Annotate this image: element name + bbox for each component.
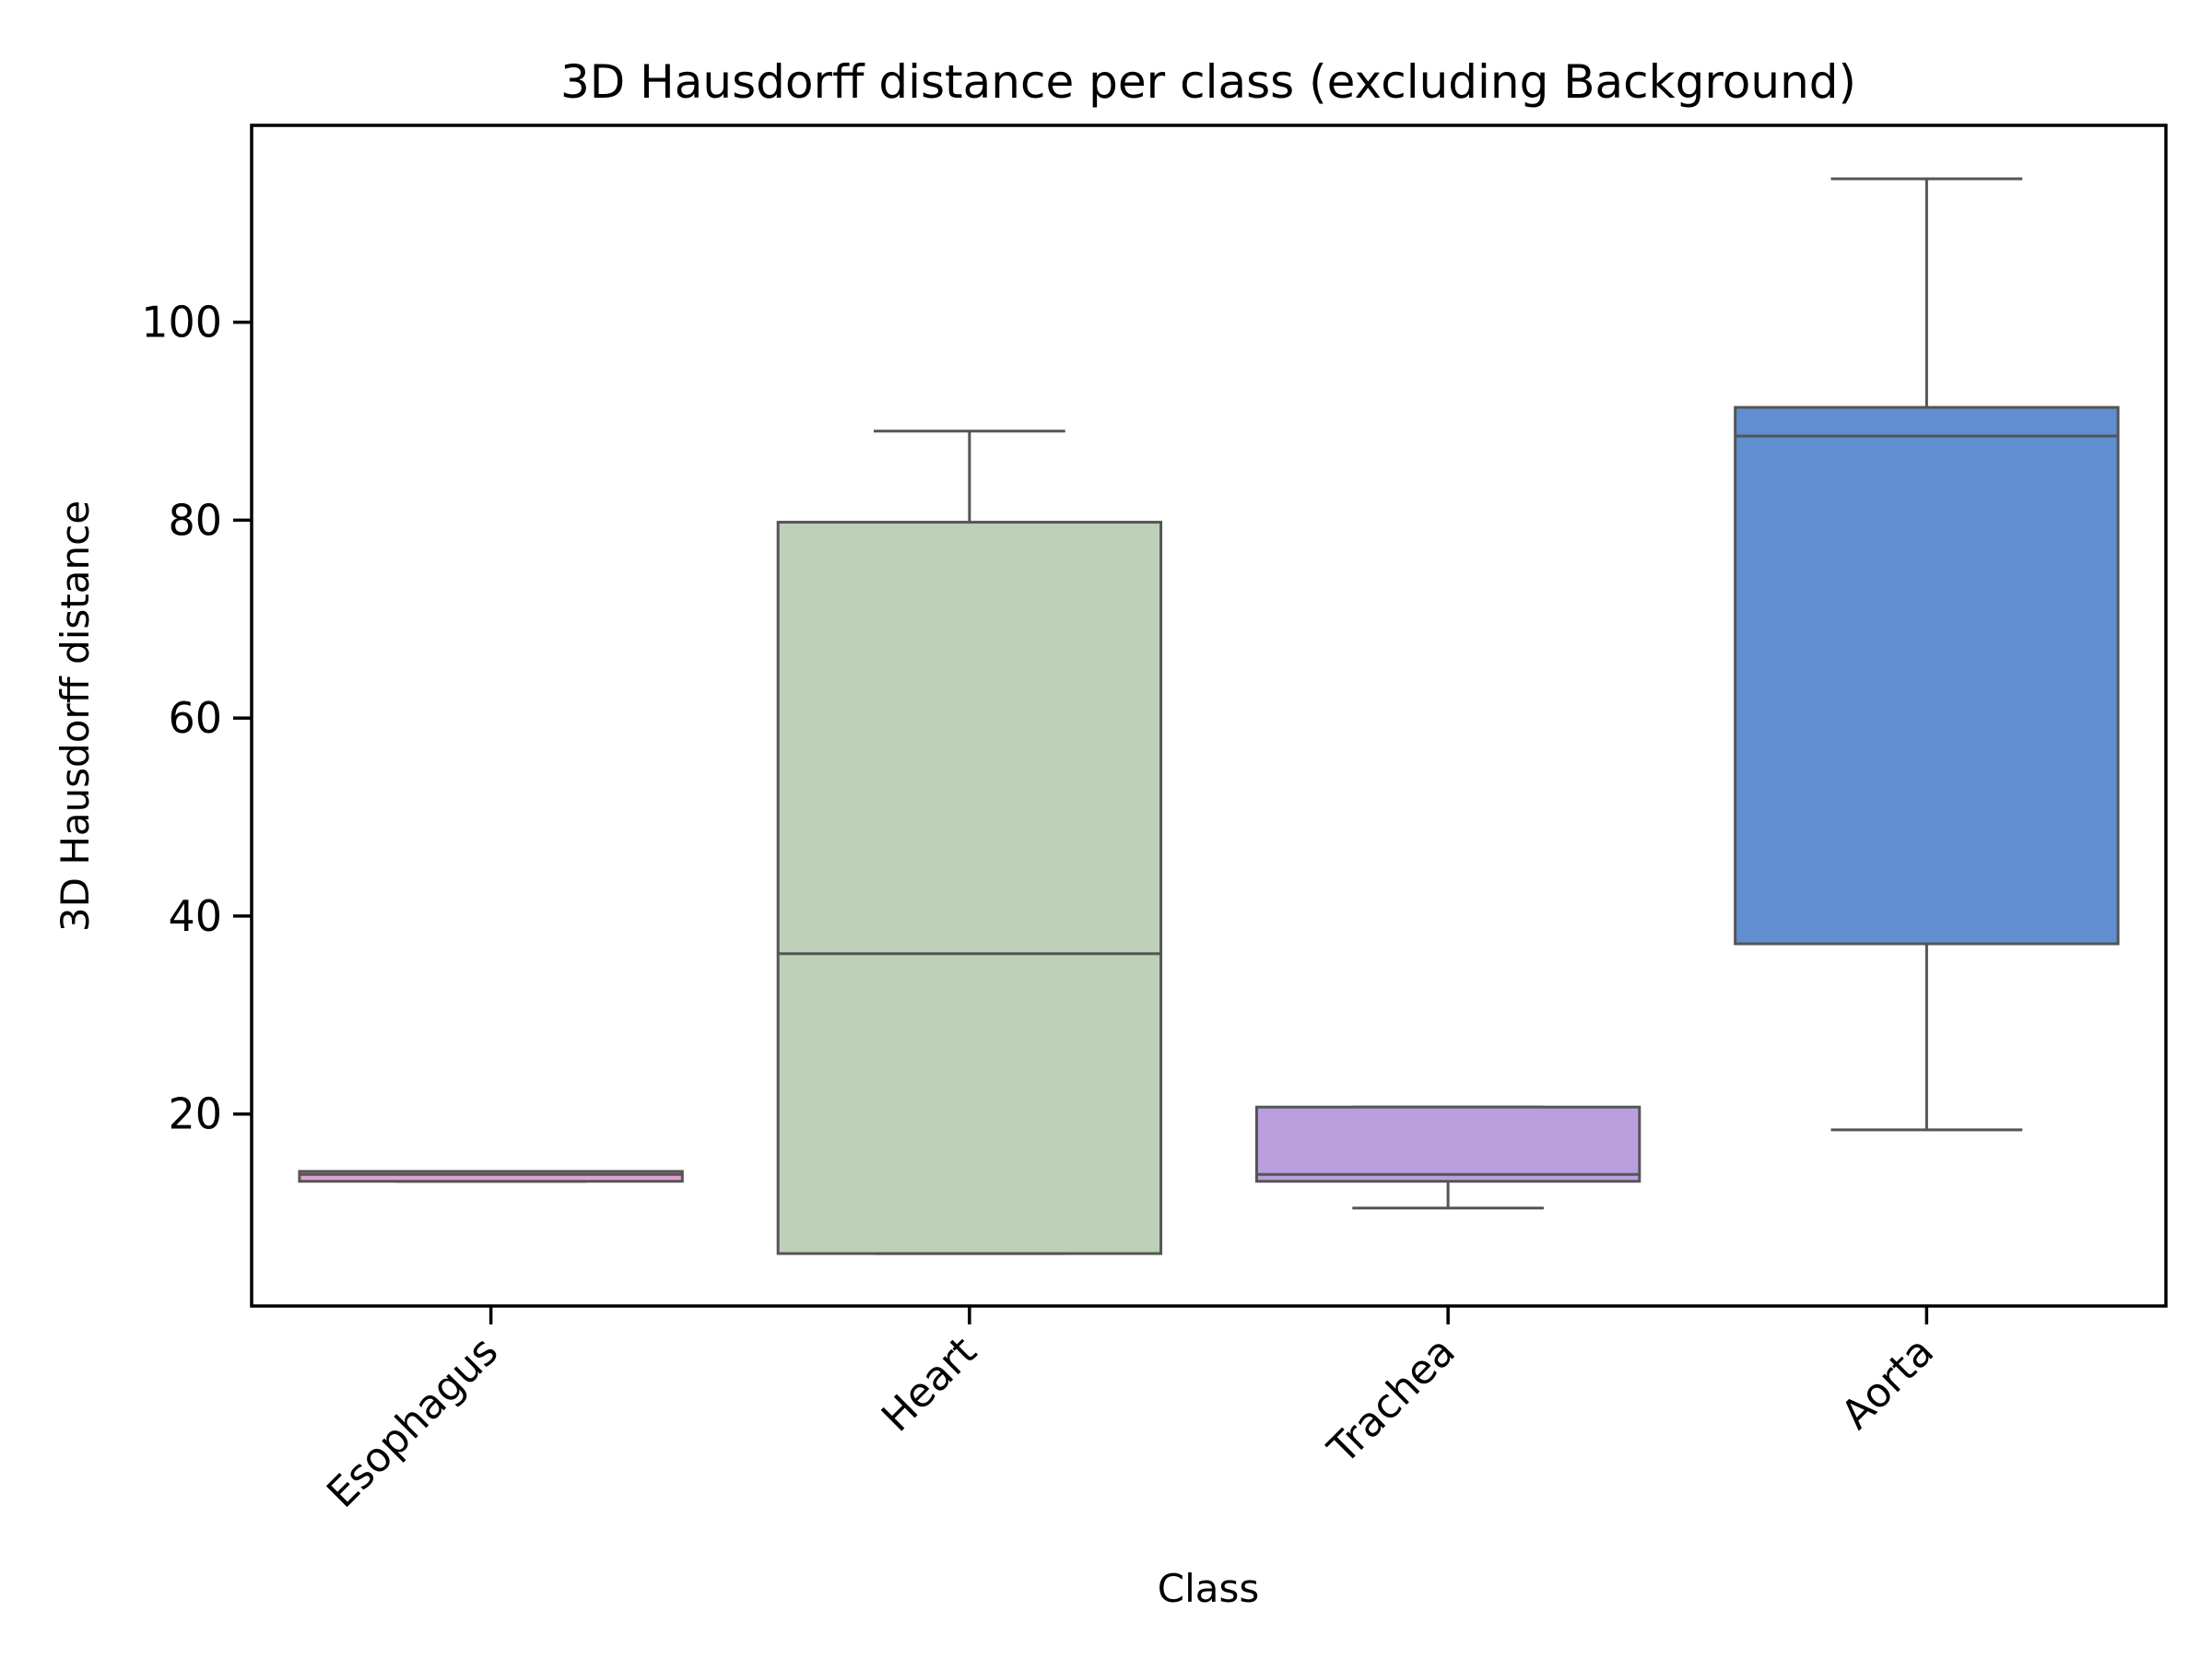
y-tick-label-40: 40	[168, 891, 222, 941]
y-tick-label-100: 100	[141, 298, 222, 347]
iqr-box-trachea	[1254, 1105, 1641, 1183]
x-tick-label-heart: Heart	[873, 1328, 986, 1441]
y-tick-label-80: 80	[168, 495, 222, 545]
y-axis: 20 40 60 80 100	[141, 298, 252, 1139]
y-tick-label-60: 60	[168, 693, 222, 743]
iqr-box-heart	[776, 521, 1163, 1255]
chart-title: 3D Hausdorff distance per class (excludi…	[560, 55, 1856, 109]
plot-area	[298, 177, 2120, 1255]
x-tick-label-aorta: Aorta	[1832, 1328, 1943, 1439]
y-tick-label-20: 20	[168, 1089, 222, 1139]
box-esophagus	[298, 1170, 684, 1183]
y-axis-label: 3D Hausdorff distance	[53, 500, 98, 932]
iqr-box-esophagus	[298, 1170, 684, 1183]
box-aorta	[1734, 177, 2120, 1132]
x-tick-label-esophagus: Esophagus	[318, 1328, 507, 1517]
box-trachea	[1254, 1105, 1641, 1210]
box-heart	[776, 429, 1163, 1255]
x-axis: Esophagus Heart Trachea Aorta	[318, 1306, 1943, 1517]
iqr-box-aorta	[1734, 406, 2120, 946]
x-axis-label: Class	[1158, 1566, 1260, 1611]
x-tick-label-trachea: Trachea	[1319, 1328, 1465, 1474]
plot-frame	[250, 124, 2168, 1308]
